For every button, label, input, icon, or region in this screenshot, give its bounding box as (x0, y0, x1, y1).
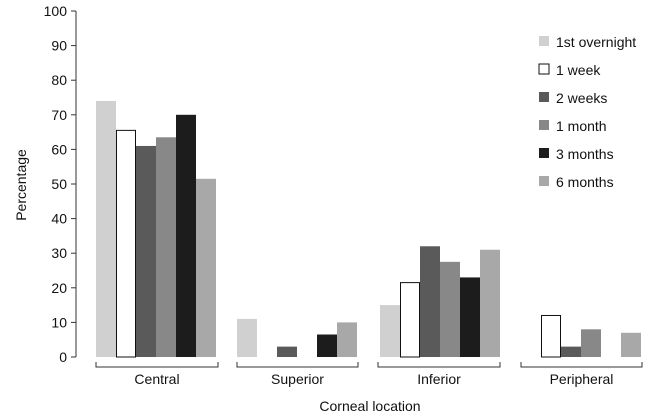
y-axis: 0 10 20 30 40 50 60 70 80 90 100 (44, 3, 77, 365)
bar (420, 246, 440, 357)
category-label: Superior (271, 371, 324, 387)
legend-swatch (539, 120, 549, 130)
bar (460, 277, 480, 357)
category-bracket (236, 362, 359, 368)
bar (581, 329, 601, 357)
legend-label: 1st overnight (556, 34, 636, 50)
y-tick-label: 70 (51, 107, 67, 123)
bar (440, 261, 460, 357)
bar (380, 305, 400, 357)
legend: 1st overnight 1 week 2 weeks 1 month 3 month… (538, 34, 636, 190)
category-label: Central (134, 371, 179, 387)
bar (196, 178, 216, 357)
bar (237, 318, 257, 357)
bar (541, 314, 561, 358)
bar (136, 145, 156, 357)
y-tick-label: 50 (51, 176, 67, 192)
x-axis: Central Superior Inferior Peripheral (95, 362, 643, 387)
legend-swatch (539, 176, 549, 186)
legend-swatch (539, 148, 549, 158)
bar (277, 346, 297, 357)
legend-label: 1 week (556, 62, 601, 78)
category-bracket (95, 362, 219, 368)
legend-label: 1 month (556, 118, 607, 134)
category-bracket (377, 362, 501, 368)
legend-swatch (539, 92, 549, 102)
y-tick-label: 10 (51, 314, 67, 330)
bar (337, 322, 357, 357)
legend-label: 6 months (556, 174, 614, 190)
y-tick-label: 30 (51, 245, 67, 261)
bar (561, 346, 581, 357)
legend-label: 3 months (556, 146, 614, 162)
y-tick-label: 40 (51, 211, 67, 227)
bar (480, 249, 500, 357)
legend-swatch (538, 63, 550, 75)
y-tick-label: 0 (59, 349, 67, 365)
bar (317, 334, 337, 357)
bar (176, 114, 196, 357)
y-axis-title: Percentage (13, 149, 29, 221)
bar (400, 282, 420, 358)
category-label: Peripheral (550, 371, 614, 387)
y-tick-label: 90 (51, 38, 67, 54)
bars (96, 100, 641, 358)
legend-label: 2 weeks (556, 90, 607, 106)
category-bracket (520, 362, 643, 368)
legend-swatch (539, 36, 549, 46)
y-tick-label: 60 (51, 141, 67, 157)
y-tick-label: 20 (51, 280, 67, 296)
bar (96, 100, 116, 358)
bar (116, 129, 136, 358)
x-axis-title: Corneal location (319, 398, 420, 414)
y-tick-label: 100 (44, 3, 68, 19)
category-label: Inferior (417, 371, 461, 387)
y-tick-label: 80 (51, 72, 67, 88)
bar (621, 332, 641, 357)
bar (156, 137, 176, 357)
